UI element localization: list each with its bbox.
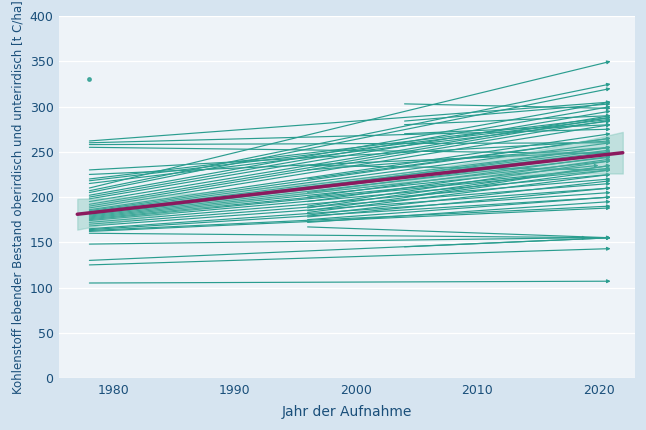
X-axis label: Jahr der Aufnahme: Jahr der Aufnahme (282, 405, 412, 419)
Y-axis label: Kohlenstoff lebender Bestand oberirdisch und unterirdisch [t C/ha]: Kohlenstoff lebender Bestand oberirdisch… (11, 0, 24, 394)
